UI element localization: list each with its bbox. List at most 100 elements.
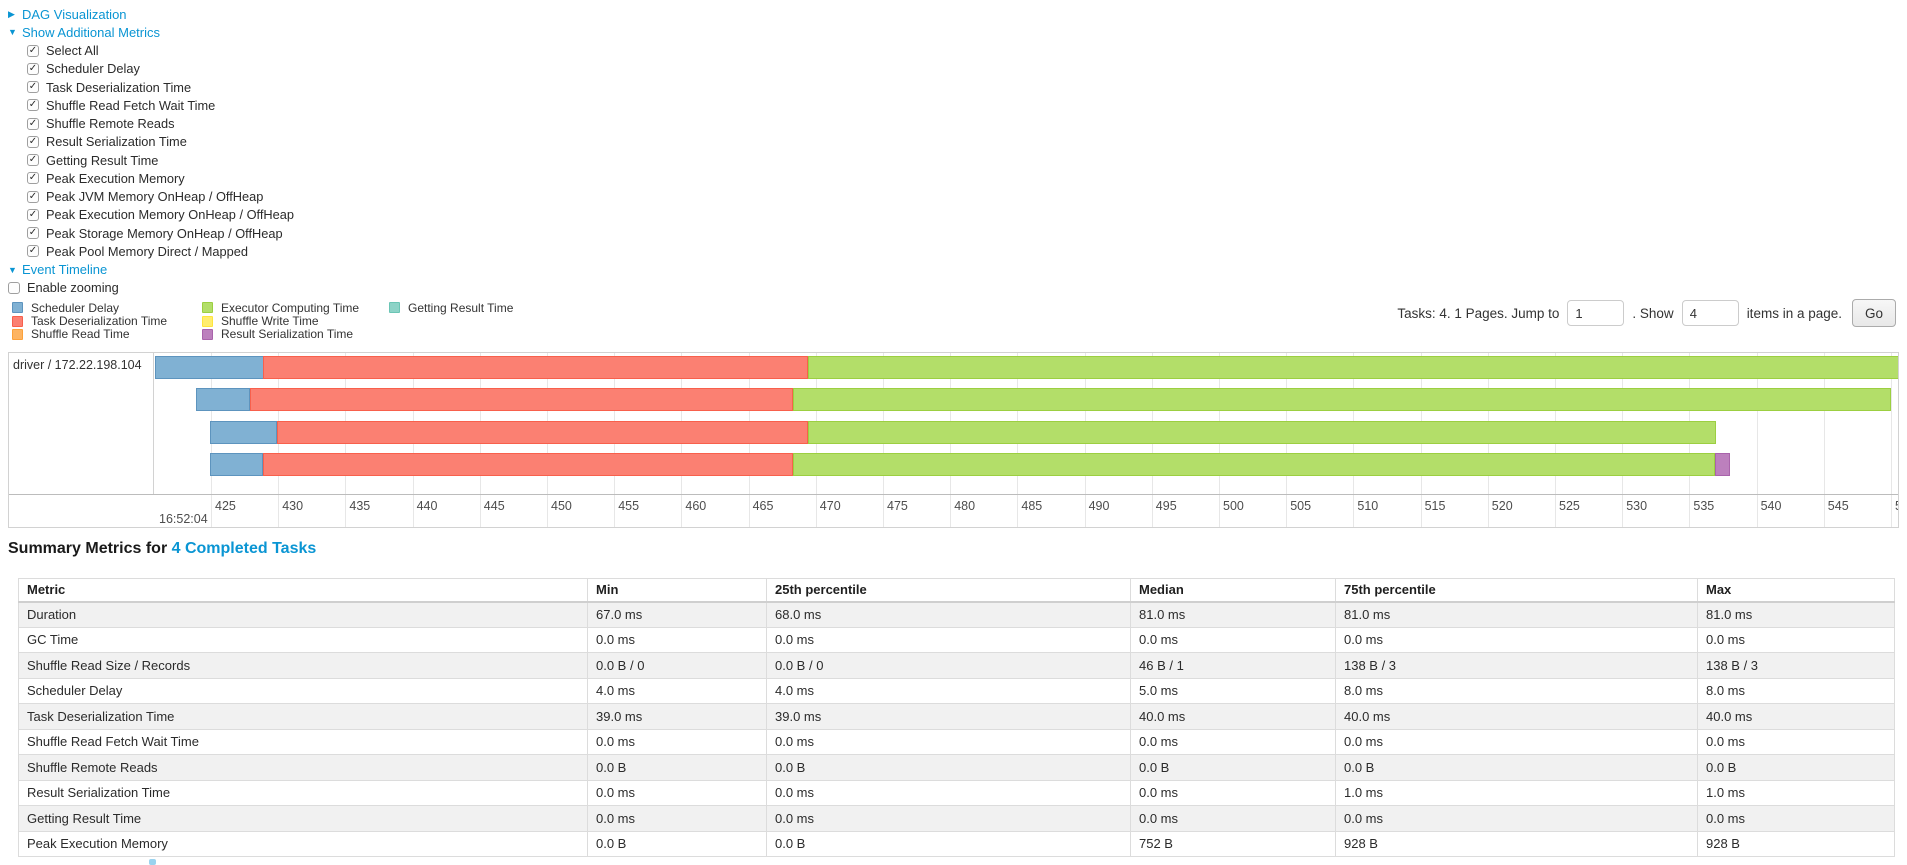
metric-checkbox[interactable]: ✓ bbox=[27, 81, 39, 94]
metric-name-cell: Shuffle Read Size / Records bbox=[18, 652, 588, 679]
metric-checkbox-label: Result Serialization Time bbox=[46, 134, 187, 150]
event-timeline-link[interactable]: Event Timeline bbox=[22, 262, 108, 278]
metric-value-cell: 0.0 ms bbox=[766, 805, 1131, 832]
show-additional-metrics-toggle[interactable]: ▼ Show Additional Metrics bbox=[8, 23, 294, 41]
summary-column-header: 75th percentile bbox=[1335, 578, 1698, 603]
metric-checkbox-label: Scheduler Delay bbox=[46, 61, 140, 77]
metric-checkbox[interactable]: ✓ bbox=[27, 62, 39, 75]
enable-zooming-checkbox[interactable]: ✓ bbox=[8, 281, 20, 294]
timeline-tick-label: 500 bbox=[1223, 499, 1244, 513]
timeline-gridline bbox=[1756, 353, 1758, 527]
metric-name-cell: Getting Result Time bbox=[18, 805, 588, 832]
metric-checkbox[interactable]: ✓ bbox=[27, 117, 39, 130]
pagination-suffix: items in a page. bbox=[1746, 305, 1842, 321]
shuffle-write-swatch-icon bbox=[202, 315, 213, 327]
timeline-tick-label: 430 bbox=[282, 499, 304, 513]
metric-value-cell: 0.0 ms bbox=[766, 779, 1131, 806]
metric-checkbox-label: Shuffle Remote Reads bbox=[46, 116, 175, 132]
jump-to-page-input[interactable] bbox=[1567, 300, 1625, 326]
task-segment-scheduler-delay[interactable] bbox=[155, 356, 264, 379]
show-additional-metrics-link[interactable]: Show Additional Metrics bbox=[22, 24, 161, 40]
shuffle-read-swatch-icon bbox=[12, 328, 23, 340]
task-segment-executor-computing[interactable] bbox=[793, 453, 1715, 477]
metric-value-cell: 0.0 B bbox=[587, 754, 767, 781]
go-button[interactable]: Go bbox=[1852, 299, 1896, 327]
timeline-tick-label: 440 bbox=[416, 499, 438, 513]
metric-value-cell: 81.0 ms bbox=[1697, 601, 1895, 628]
metric-checkbox[interactable]: ✓ bbox=[27, 227, 39, 240]
metric-checkbox-label: Peak Execution Memory OnHeap / OffHeap bbox=[46, 207, 295, 223]
event-timeline-chart: driver / 172.22.198.104 425 430 435 440 445 4… bbox=[8, 352, 1899, 528]
timeline-tick-label: 545 bbox=[1827, 499, 1849, 513]
summary-column-header: Max bbox=[1697, 578, 1895, 603]
legend-item: Shuffle Read Time bbox=[12, 327, 167, 342]
summary-table-row: Shuffle Remote Reads 0.0 B 0.0 B 0.0 B 0.0 B… bbox=[18, 754, 1895, 781]
task-segment-result-serialization[interactable] bbox=[1714, 453, 1730, 477]
legend-label: Task Deserialization Time bbox=[31, 314, 168, 329]
task-segment-scheduler-delay[interactable] bbox=[196, 388, 250, 412]
legend-column: Executor Computing Time Shuffle Write Tim… bbox=[202, 301, 359, 341]
metric-checkbox[interactable]: ✓ bbox=[27, 135, 39, 148]
summary-metrics-table: Metric Min 25th percentile Median 75th perce… bbox=[18, 578, 1895, 857]
metric-checkbox[interactable]: ✓ bbox=[27, 99, 39, 112]
dag-visualization-toggle[interactable]: ▶ DAG Visualization bbox=[8, 5, 294, 23]
metric-checkbox-row: ✓ Result Serialization Time bbox=[8, 133, 294, 151]
metric-name-cell: Shuffle Read Fetch Wait Time bbox=[18, 728, 588, 755]
timeline-tick-label: 435 bbox=[349, 499, 371, 513]
summary-table-row: Peak Execution Memory 0.0 B 0.0 B 752 B 928 … bbox=[18, 830, 1895, 857]
metric-checkbox-label: Getting Result Time bbox=[46, 152, 159, 168]
completed-tasks-link[interactable]: 4 Completed Tasks bbox=[171, 540, 317, 557]
metric-value-cell: 0.0 B bbox=[587, 830, 767, 857]
metric-checkbox[interactable]: ✓ bbox=[27, 172, 39, 185]
timeline-tick-label: 505 bbox=[1290, 499, 1312, 513]
metric-value-cell: 8.0 ms bbox=[1697, 677, 1895, 704]
task-segment-executor-computing[interactable] bbox=[807, 356, 1898, 379]
metric-checkbox-row: ✓ Peak Execution Memory OnHeap / OffHeap bbox=[8, 206, 294, 224]
metric-value-cell: 0.0 B / 0 bbox=[587, 652, 767, 679]
summary-table-row: Shuffle Read Size / Records 0.0 B / 0 0.0 … bbox=[18, 652, 1895, 679]
task-segment-task-deserialization[interactable] bbox=[263, 453, 793, 477]
metric-value-cell: 0.0 ms bbox=[766, 626, 1131, 653]
summary-table-row: Shuffle Read Fetch Wait Time 0.0 ms 0.0 ms… bbox=[18, 728, 1895, 755]
metric-checkbox-row: ✓ Peak Execution Memory bbox=[8, 169, 294, 187]
legend-column: Getting Result Time bbox=[389, 301, 513, 315]
summary-column-header: Min bbox=[587, 578, 767, 603]
summary-table-row: Duration 67.0 ms 68.0 ms 81.0 ms 81.0 ms 81.0… bbox=[18, 601, 1895, 628]
metric-checkbox[interactable]: ✓ bbox=[27, 154, 39, 167]
legend-item: Getting Result Time bbox=[389, 301, 513, 315]
metric-checkbox[interactable]: ✓ bbox=[27, 208, 39, 221]
legend-label: Shuffle Read Time bbox=[31, 327, 130, 342]
dag-visualization-link[interactable]: DAG Visualization bbox=[22, 6, 127, 22]
metric-checkbox[interactable]: ✓ bbox=[27, 190, 39, 203]
legend-label: Shuffle Write Time bbox=[221, 314, 319, 329]
metric-value-cell: 39.0 ms bbox=[766, 703, 1131, 730]
metric-value-cell: 0.0 B bbox=[766, 830, 1131, 857]
task-segment-task-deserialization[interactable] bbox=[250, 388, 793, 412]
getting-result-swatch-icon bbox=[389, 302, 400, 314]
task-segment-executor-computing[interactable] bbox=[807, 420, 1717, 444]
executor-group-label: driver / 172.22.198.104 bbox=[13, 358, 142, 372]
event-timeline-toggle[interactable]: ▼ Event Timeline bbox=[8, 261, 294, 279]
task-segment-task-deserialization[interactable] bbox=[263, 356, 808, 379]
task-segment-executor-computing[interactable] bbox=[793, 388, 1891, 412]
metric-value-cell: 0.0 B bbox=[1335, 754, 1698, 781]
metric-value-cell: 0.0 B bbox=[1130, 754, 1336, 781]
scheduler-delay-swatch-icon bbox=[12, 302, 23, 314]
metric-value-cell: 4.0 ms bbox=[766, 677, 1131, 704]
metric-checkbox[interactable]: ✓ bbox=[27, 44, 39, 57]
summary-table-row: Result Serialization Time 0.0 ms 0.0 ms 0.0… bbox=[18, 779, 1895, 806]
metric-checkbox-row: ✓ Peak Storage Memory OnHeap / OffHeap bbox=[8, 224, 294, 242]
metric-checkbox[interactable]: ✓ bbox=[27, 245, 39, 258]
items-per-page-input[interactable] bbox=[1681, 300, 1739, 326]
task-segment-scheduler-delay[interactable] bbox=[209, 453, 264, 477]
metric-value-cell: 1.0 ms bbox=[1697, 779, 1895, 806]
task-segment-task-deserialization[interactable] bbox=[276, 420, 808, 444]
timeline-tick-label: 495 bbox=[1155, 499, 1177, 513]
task-segment-scheduler-delay[interactable] bbox=[209, 420, 277, 444]
enable-zooming-row: ✓ Enable zooming bbox=[8, 279, 294, 297]
metric-value-cell: 752 B bbox=[1130, 830, 1336, 857]
timeline-plot-area[interactable]: 425 430 435 440 445 450 455 460 465 470 475 480 485 4… bbox=[155, 353, 1898, 527]
metric-value-cell: 0.0 ms bbox=[587, 626, 767, 653]
metric-value-cell: 68.0 ms bbox=[766, 601, 1131, 628]
metric-value-cell: 138 B / 3 bbox=[1697, 652, 1895, 679]
